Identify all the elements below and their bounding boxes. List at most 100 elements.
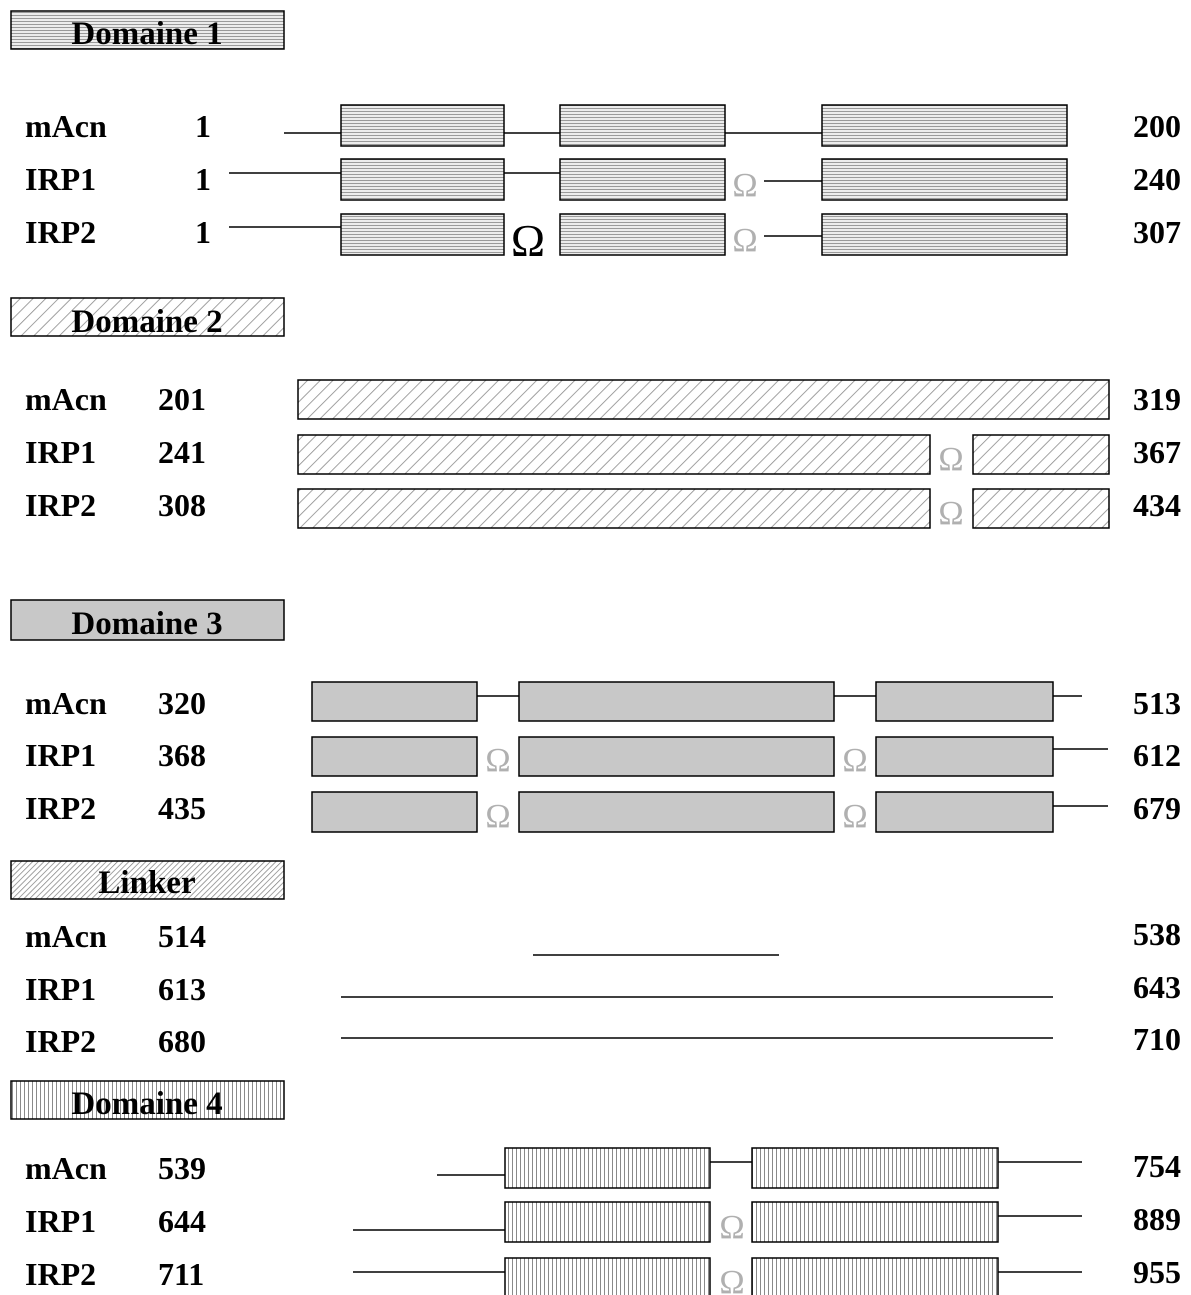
domain-segment [751, 1147, 999, 1189]
omega-loop-icon: Ω [938, 495, 963, 532]
end-residue: 240 [1133, 161, 1181, 197]
section-header-box [10, 599, 285, 641]
section-header-title: Domaine 2 [71, 304, 222, 340]
section-header-title: Domaine 1 [71, 16, 222, 52]
start-residue: 308 [158, 487, 206, 523]
section-header-title: Domaine 4 [71, 1086, 222, 1122]
domain-segment [518, 736, 835, 777]
end-residue: 754 [1133, 1148, 1181, 1184]
domain-segment [821, 158, 1068, 201]
end-residue: 319 [1133, 381, 1181, 417]
protein-label: IRP1 [25, 161, 96, 197]
row-IRP1: IRP1 368 612 Ω Ω [25, 736, 1181, 779]
domain-segment [972, 434, 1110, 475]
end-residue: 200 [1133, 108, 1181, 144]
protein-label: IRP2 [25, 214, 96, 250]
row-mAcn: mAcn 514 538 [25, 916, 1181, 956]
start-residue: 1 [195, 214, 211, 250]
end-residue: 307 [1133, 214, 1181, 250]
section-header-title: Domaine 3 [71, 606, 222, 642]
section-header-title: Linker [98, 865, 195, 901]
section-header-box [10, 860, 285, 900]
row-mAcn: mAcn 320 513 [25, 681, 1181, 722]
end-residue: 612 [1133, 737, 1181, 773]
end-residue: 955 [1133, 1254, 1181, 1290]
omega-loop-icon: Ω [485, 742, 510, 779]
omega-loop-icon: Ω [732, 222, 757, 259]
end-residue: 643 [1133, 969, 1181, 1005]
domain-segment [518, 681, 835, 722]
omega-loop-icon: Ω [719, 1264, 744, 1295]
end-residue: 889 [1133, 1201, 1181, 1237]
domain-segment [972, 488, 1110, 529]
row-mAcn: mAcn 201 319 [25, 379, 1181, 420]
start-residue: 711 [158, 1256, 204, 1292]
row-IRP1: IRP1 241 367 Ω [25, 434, 1181, 478]
row-IRP2: IRP2 308 434 Ω [25, 487, 1181, 532]
section-domaine-1: Domaine 1 mAcn 1 200 IRP1 1 240 Ω IRP2 [10, 10, 1181, 266]
domain-segment [504, 1257, 711, 1295]
protein-label: mAcn [25, 381, 107, 417]
row-IRP2: IRP2 711 955 Ω [25, 1254, 1181, 1295]
protein-label: mAcn [25, 1150, 107, 1186]
start-residue: 680 [158, 1023, 206, 1059]
domain-segment [751, 1201, 999, 1243]
section-linker: Linker mAcn 514 538 IRP1 613 643 IRP2 68… [10, 860, 1181, 1059]
end-residue: 538 [1133, 916, 1181, 952]
row-mAcn: mAcn 539 754 [25, 1147, 1181, 1189]
protein-label: mAcn [25, 108, 107, 144]
end-residue: 679 [1133, 790, 1181, 826]
protein-label: IRP1 [25, 1203, 96, 1239]
start-residue: 514 [158, 918, 206, 954]
omega-loop-icon: Ω [938, 441, 963, 478]
section-domaine-3: Domaine 3 mAcn 320 513 IRP1 368 612 Ω Ω … [10, 599, 1181, 835]
protein-label: mAcn [25, 685, 107, 721]
domain-segment [559, 213, 726, 256]
domain-segment [821, 213, 1068, 256]
protein-label: IRP1 [25, 434, 96, 470]
domain-segment [297, 488, 931, 529]
row-IRP1: IRP1 1 240 Ω [25, 158, 1181, 204]
omega-loop-icon: Ω [719, 1209, 744, 1246]
protein-label: IRP2 [25, 1256, 96, 1292]
protein-label: IRP2 [25, 487, 96, 523]
domain-segment [821, 104, 1068, 147]
domain-segment [504, 1147, 711, 1189]
section-header-box [10, 1080, 285, 1120]
domain-segment [297, 434, 931, 475]
start-residue: 1 [195, 161, 211, 197]
omega-loop-icon: Ω [732, 167, 757, 204]
end-residue: 434 [1133, 487, 1181, 523]
omega-loop-icon: Ω [511, 215, 545, 266]
protein-label: IRP2 [25, 790, 96, 826]
domain-segment [875, 681, 1054, 722]
start-residue: 241 [158, 434, 206, 470]
row-IRP1: IRP1 613 643 [25, 969, 1181, 1007]
section-domaine-4: Domaine 4 mAcn 539 754 IRP1 644 889 Ω IR… [10, 1080, 1181, 1295]
omega-loop-icon: Ω [842, 742, 867, 779]
end-residue: 513 [1133, 685, 1181, 721]
domain-segment [875, 791, 1054, 833]
row-mAcn: mAcn 1 200 [25, 104, 1181, 147]
protein-label: IRP1 [25, 971, 96, 1007]
row-IRP2: IRP2 680 710 [25, 1021, 1181, 1059]
start-residue: 320 [158, 685, 206, 721]
domain-segment [340, 158, 505, 201]
row-IRP1: IRP1 644 889 Ω [25, 1201, 1181, 1246]
domain-segment [518, 791, 835, 833]
end-residue: 367 [1133, 434, 1181, 470]
start-residue: 435 [158, 790, 206, 826]
domain-segment [311, 681, 478, 722]
row-IRP2: IRP2 435 679 Ω Ω [25, 790, 1181, 835]
domain-segment [340, 213, 505, 256]
protein-label: mAcn [25, 918, 107, 954]
start-residue: 368 [158, 737, 206, 773]
domain-segment [297, 379, 1110, 420]
domain-segment [875, 736, 1054, 777]
section-header-box [10, 297, 285, 337]
section-domaine-2: Domaine 2 mAcn 201 319 IRP1 241 367 Ω IR… [10, 297, 1181, 532]
row-IRP2: IRP2 1 307 Ω Ω [25, 213, 1181, 266]
domain-segment [311, 791, 478, 833]
domain-segment [504, 1201, 711, 1243]
